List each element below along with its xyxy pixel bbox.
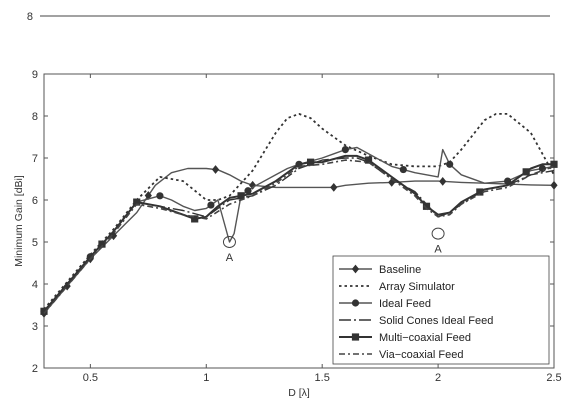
- x-tick-label: 2.5: [546, 372, 561, 384]
- series-6: [43, 159, 555, 314]
- series-marker: [476, 188, 484, 196]
- annotation-label: A: [226, 252, 234, 264]
- series-marker: [422, 202, 431, 210]
- x-axis-label: D [λ]: [288, 387, 310, 398]
- x-tick-label: 0.5: [83, 372, 98, 384]
- series-2: [43, 113, 555, 310]
- series-marker: [237, 192, 245, 200]
- legend-box: [332, 255, 550, 365]
- series-marker: [364, 156, 373, 164]
- y-tick-label: 4: [32, 279, 38, 291]
- series-marker: [40, 307, 48, 315]
- y-tick-label: 7: [32, 153, 38, 165]
- series-marker: [207, 201, 215, 209]
- legend-label: Ideal Feed: [379, 298, 431, 310]
- y-tick-label: 6: [32, 195, 38, 207]
- y-tick-label: 8: [32, 111, 38, 123]
- annotation-label: A: [434, 244, 442, 256]
- series-marker: [156, 192, 164, 200]
- legend-item: Ideal Feed: [339, 298, 431, 310]
- series-marker: [399, 165, 407, 174]
- series-marker: [446, 160, 454, 168]
- series-5: [40, 154, 558, 315]
- legend-label: Solid Cones Ideal Feed: [379, 315, 493, 327]
- series-marker: [341, 146, 349, 154]
- series-marker: [109, 231, 118, 241]
- annotation-layer: AA: [222, 227, 445, 264]
- series-line: [43, 159, 555, 314]
- upper-panel-tick-label: 8: [27, 11, 33, 23]
- series-layer: [40, 113, 558, 318]
- legend-label: Baseline: [379, 264, 421, 276]
- x-tick-label: 1: [203, 372, 209, 384]
- series-marker: [388, 177, 396, 187]
- y-tick-label: 5: [32, 237, 38, 249]
- legend-marker: [351, 264, 360, 274]
- series-marker: [306, 158, 315, 166]
- series-marker: [133, 198, 141, 206]
- legend-label: Array Simulator: [379, 281, 455, 293]
- series-marker: [191, 215, 199, 223]
- series-marker: [522, 168, 530, 176]
- legend-marker: [351, 299, 360, 307]
- legend-marker: [351, 333, 360, 341]
- legend-item: Via−coaxial Feed: [339, 349, 464, 361]
- x-tick-label: 1.5: [315, 372, 330, 384]
- tick-layer: 0.5 1 1.5 2 2.5 2 3 4 5 6 7 8 9: [32, 69, 562, 384]
- x-tick-label: 2: [435, 372, 441, 384]
- annotation-circle: [222, 236, 236, 248]
- series-marker: [550, 180, 558, 190]
- series-marker: [244, 187, 252, 195]
- legend-label: Via−coaxial Feed: [379, 349, 464, 361]
- y-axis-label: Minimum Gain [dBi]: [13, 175, 25, 267]
- legend-item: Array Simulator: [339, 281, 455, 293]
- legend: Baseline Array Simulator Ideal Feed Solid C…: [332, 255, 550, 365]
- series-marker: [249, 180, 257, 190]
- upper-panel: 8: [27, 11, 550, 23]
- series-marker: [550, 160, 558, 168]
- series-marker: [330, 183, 338, 192]
- legend-label: Multi−coaxial Feed: [379, 332, 471, 344]
- legend-item: Multi−coaxial Feed: [339, 332, 471, 344]
- legend-items: Baseline Array Simulator Ideal Feed Solid C…: [339, 264, 493, 361]
- legend-item: Baseline: [339, 264, 421, 276]
- series-line: [43, 146, 555, 312]
- series-line: [43, 113, 555, 310]
- annotation-circle: [431, 227, 445, 240]
- y-tick-label: 2: [32, 363, 38, 375]
- series-marker: [211, 165, 220, 174]
- series-marker: [98, 240, 106, 248]
- y-tick-label: 9: [32, 69, 38, 81]
- y-tick-label: 3: [32, 321, 38, 333]
- series-marker: [439, 176, 447, 186]
- legend-item: Solid Cones Ideal Feed: [339, 315, 493, 327]
